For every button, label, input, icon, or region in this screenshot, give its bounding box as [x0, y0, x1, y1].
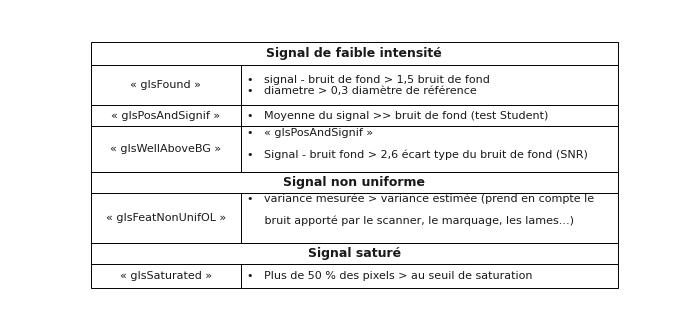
- Text: Signal saturé: Signal saturé: [307, 247, 401, 260]
- Text: •   signal - bruit de fond > 1,5 bruit de fond: • signal - bruit de fond > 1,5 bruit de …: [247, 75, 490, 85]
- Bar: [91, 105, 240, 126]
- Bar: [240, 264, 618, 288]
- Text: •   variance mesurée > variance estimée (prend en compte le: • variance mesurée > variance estimée (p…: [247, 194, 594, 204]
- Text: « gIsFeatNonUnifOL »: « gIsFeatNonUnifOL »: [106, 213, 226, 223]
- Bar: [240, 126, 618, 172]
- Bar: [240, 193, 618, 243]
- Bar: [91, 65, 240, 105]
- Text: •   diametre > 0,3 diamètre de référence: • diametre > 0,3 diamètre de référence: [247, 86, 477, 95]
- Bar: [91, 172, 618, 193]
- Text: « gIsFound »: « gIsFound »: [130, 80, 201, 90]
- Text: « gIsPosAndSignif »: « gIsPosAndSignif »: [111, 111, 220, 121]
- Bar: [91, 264, 240, 288]
- Bar: [91, 243, 618, 264]
- Text: •   « gIsPosAndSignif »: • « gIsPosAndSignif »: [247, 128, 373, 138]
- Text: •   Moyenne du signal >> bruit de fond (test Student): • Moyenne du signal >> bruit de fond (te…: [247, 111, 549, 121]
- Bar: [240, 105, 618, 126]
- Bar: [240, 65, 618, 105]
- Text: •   Plus de 50 % des pixels > au seuil de saturation: • Plus de 50 % des pixels > au seuil de …: [247, 271, 533, 281]
- Bar: [91, 193, 240, 243]
- Bar: [91, 42, 618, 65]
- Text: Signal de faible intensité: Signal de faible intensité: [266, 47, 442, 60]
- Text: « gIsSaturated »: « gIsSaturated »: [120, 271, 211, 281]
- Text: Signal non uniforme: Signal non uniforme: [283, 176, 425, 189]
- Bar: [91, 126, 240, 172]
- Text: « gIsWellAboveBG »: « gIsWellAboveBG »: [110, 144, 221, 154]
- Text: bruit apporté par le scanner, le marquage, les lames...): bruit apporté par le scanner, le marquag…: [247, 215, 574, 226]
- Text: •   Signal - bruit fond > 2,6 écart type du bruit de fond (SNR): • Signal - bruit fond > 2,6 écart type d…: [247, 149, 588, 160]
